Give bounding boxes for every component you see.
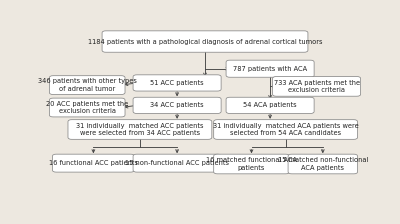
- Text: 54 ACA patients: 54 ACA patients: [243, 102, 297, 108]
- Text: 15 matched non-functional
ACA patients: 15 matched non-functional ACA patients: [278, 157, 368, 171]
- Text: 34 ACC patients: 34 ACC patients: [150, 102, 204, 108]
- Text: 31 individually  matched ACC patients
were selected from 34 ACC patients: 31 individually matched ACC patients wer…: [76, 123, 204, 136]
- Text: 51 ACC patients: 51 ACC patients: [150, 80, 204, 86]
- Text: 346 patients with other types
of adrenal tumor: 346 patients with other types of adrenal…: [38, 78, 137, 92]
- FancyBboxPatch shape: [214, 154, 289, 174]
- Text: 16 matched functional ACA
patients: 16 matched functional ACA patients: [206, 157, 297, 171]
- FancyBboxPatch shape: [133, 75, 221, 91]
- FancyBboxPatch shape: [226, 97, 314, 114]
- FancyBboxPatch shape: [133, 154, 221, 172]
- Text: 733 ACA patients met the
exclusion criteria: 733 ACA patients met the exclusion crite…: [274, 80, 360, 93]
- FancyBboxPatch shape: [288, 154, 358, 174]
- Text: 15 non-functional ACC patients: 15 non-functional ACC patients: [125, 160, 229, 166]
- Text: 31 individually  matched ACA patients were
selected from 54 ACA candidates: 31 individually matched ACA patients wer…: [213, 123, 358, 136]
- FancyBboxPatch shape: [214, 120, 358, 139]
- Text: 1184 patients with a pathological diagnosis of adrenal cortical tumors: 1184 patients with a pathological diagno…: [88, 39, 322, 45]
- FancyBboxPatch shape: [52, 154, 134, 172]
- FancyBboxPatch shape: [226, 60, 314, 77]
- FancyBboxPatch shape: [68, 120, 212, 139]
- Text: 787 patients with ACA: 787 patients with ACA: [233, 66, 307, 72]
- FancyBboxPatch shape: [133, 97, 221, 114]
- FancyBboxPatch shape: [49, 98, 125, 117]
- Text: 16 functional ACC patients: 16 functional ACC patients: [49, 160, 138, 166]
- FancyBboxPatch shape: [102, 31, 308, 52]
- FancyBboxPatch shape: [49, 76, 125, 95]
- Text: 20 ACC patients met the
exclusion criteria: 20 ACC patients met the exclusion criter…: [46, 101, 128, 114]
- FancyBboxPatch shape: [272, 77, 361, 96]
